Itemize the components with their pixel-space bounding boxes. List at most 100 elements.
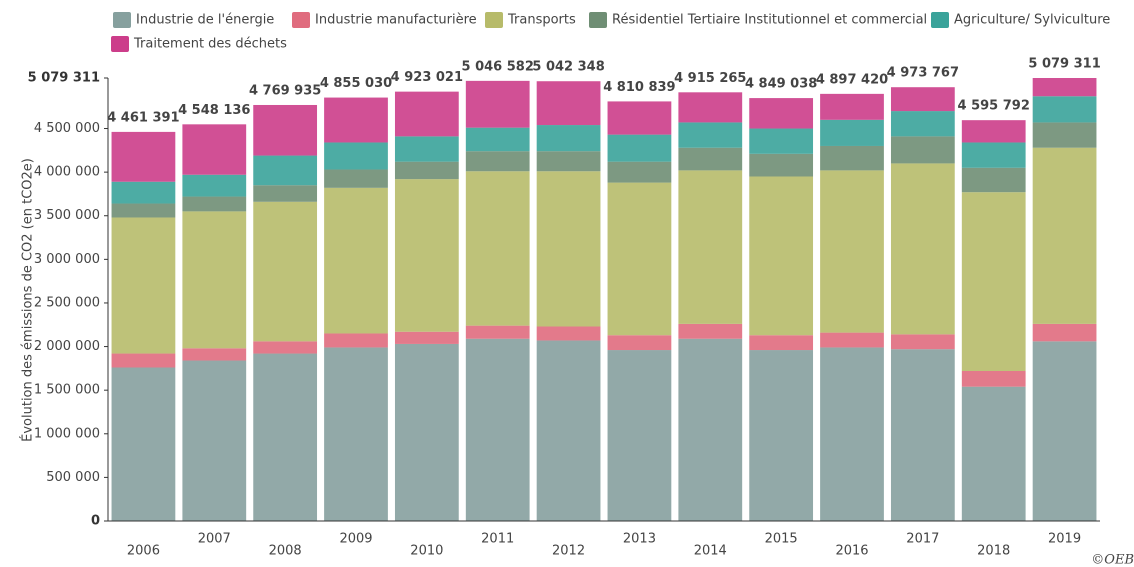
bar-segment: [961, 142, 1026, 168]
bar-segment: [111, 217, 176, 354]
x-tick-label: 2011: [481, 532, 514, 547]
bar-segment: [182, 360, 247, 521]
bar-segment: [820, 93, 884, 120]
y-tick-label: 1 500 000: [34, 383, 100, 398]
total-label: 5 042 348: [532, 60, 604, 75]
bar-segment: [465, 127, 530, 152]
x-tick-label: 2014: [694, 544, 727, 559]
x-tick-label: 2012: [552, 544, 585, 559]
bar-segment: [961, 370, 1026, 387]
bar-segment: [536, 326, 601, 341]
bar-segment: [890, 136, 955, 164]
bar-segment: [961, 192, 1026, 371]
legend-swatch: [589, 12, 607, 28]
bar-segment: [253, 341, 318, 354]
total-label: 4 810 839: [603, 80, 675, 95]
bar-segment: [1032, 96, 1097, 123]
total-label: 4 897 420: [816, 72, 888, 87]
bar-segment: [111, 131, 176, 182]
bar-segment: [890, 349, 955, 521]
bar-segment: [678, 170, 743, 324]
bar-segment: [111, 203, 176, 218]
bar-segment: [465, 171, 530, 326]
bar-segment: [749, 335, 814, 351]
bar-segment: [607, 161, 672, 183]
bar-segment: [536, 81, 601, 126]
legend-label: Agriculture/ Sylviculture: [954, 13, 1110, 28]
bar-segment: [607, 182, 672, 336]
legend-swatch: [111, 36, 129, 52]
bar-segment: [607, 134, 672, 162]
y-tick-label: 500 000: [46, 470, 100, 485]
bar-segment: [324, 333, 388, 348]
x-tick-label: 2009: [339, 532, 372, 547]
bar-segment: [182, 211, 247, 349]
bar-segment: [536, 151, 601, 172]
legend-swatch: [931, 12, 949, 28]
bar-segment: [253, 155, 318, 186]
bar-segment: [607, 101, 672, 135]
legend-swatch: [485, 12, 503, 28]
bar-segment: [394, 136, 459, 162]
total-label: 4 923 021: [391, 70, 463, 85]
x-tick-label: 2010: [410, 544, 443, 559]
bar-segment: [749, 128, 814, 154]
x-tick-label: 2015: [765, 532, 798, 547]
x-tick-label: 2018: [977, 544, 1010, 559]
legend-label: Résidentiel Tertiaire Institutionnel et …: [612, 13, 927, 28]
bar-segment: [820, 332, 884, 348]
bar-segment: [749, 350, 814, 521]
bar-segment: [820, 347, 884, 521]
bar-segment: [394, 343, 459, 521]
bar-segment: [820, 170, 884, 333]
y-tick-label: 3 000 000: [34, 252, 100, 267]
bar-segment: [394, 331, 459, 344]
y-axis-label: Évolution des émissions de CO2 (en tCO2e…: [20, 158, 36, 442]
total-label: 4 849 038: [745, 77, 817, 92]
bar-segment: [324, 97, 388, 143]
bar-segment: [820, 145, 884, 171]
bar-segment: [1032, 341, 1097, 521]
total-label: 4 855 030: [320, 76, 392, 91]
y-tick-label: 4 500 000: [34, 121, 100, 136]
bar-segment: [1032, 122, 1097, 148]
legend-label: Industrie de l'énergie: [136, 13, 274, 28]
bar-segment: [1032, 323, 1097, 342]
bar-segment: [536, 340, 601, 521]
bar-segment: [1032, 78, 1097, 97]
bar-segment: [465, 80, 530, 128]
bar-segment: [253, 201, 318, 342]
bar-segment: [607, 350, 672, 521]
y-tick-label: 0: [91, 514, 100, 529]
total-label: 4 973 767: [887, 66, 959, 81]
bar-segment: [749, 98, 814, 129]
bar-segment: [607, 335, 672, 351]
x-tick-label: 2008: [269, 544, 302, 559]
bar-segment: [324, 347, 388, 521]
bar-segment: [324, 169, 388, 188]
bar-segment: [890, 87, 955, 112]
total-label: 4 595 792: [958, 99, 1030, 114]
bar-segment: [890, 163, 955, 335]
bar-segment: [182, 174, 247, 197]
bar-segment: [961, 120, 1026, 143]
bar-segment: [678, 92, 743, 123]
bar-segment: [678, 323, 743, 339]
bar-segment: [324, 187, 388, 334]
bar-segment: [749, 153, 814, 177]
y-tick-label: 1 000 000: [34, 426, 100, 441]
total-label: 5 046 582: [462, 59, 534, 74]
y-tick-label: 3 500 000: [34, 208, 100, 223]
bar-segment: [749, 176, 814, 336]
copyright: ©OEB: [1091, 553, 1134, 567]
bar-segment: [1032, 147, 1097, 324]
bar-segment: [961, 167, 1026, 193]
legend-swatch: [113, 12, 131, 28]
y-tick-label: 4 000 000: [34, 165, 100, 180]
total-label: 4 915 265: [674, 71, 746, 86]
bar-segment: [890, 111, 955, 137]
total-label: 4 461 391: [107, 110, 179, 125]
legend-label: Industrie manufacturière: [315, 13, 477, 28]
bar-segment: [182, 348, 247, 361]
